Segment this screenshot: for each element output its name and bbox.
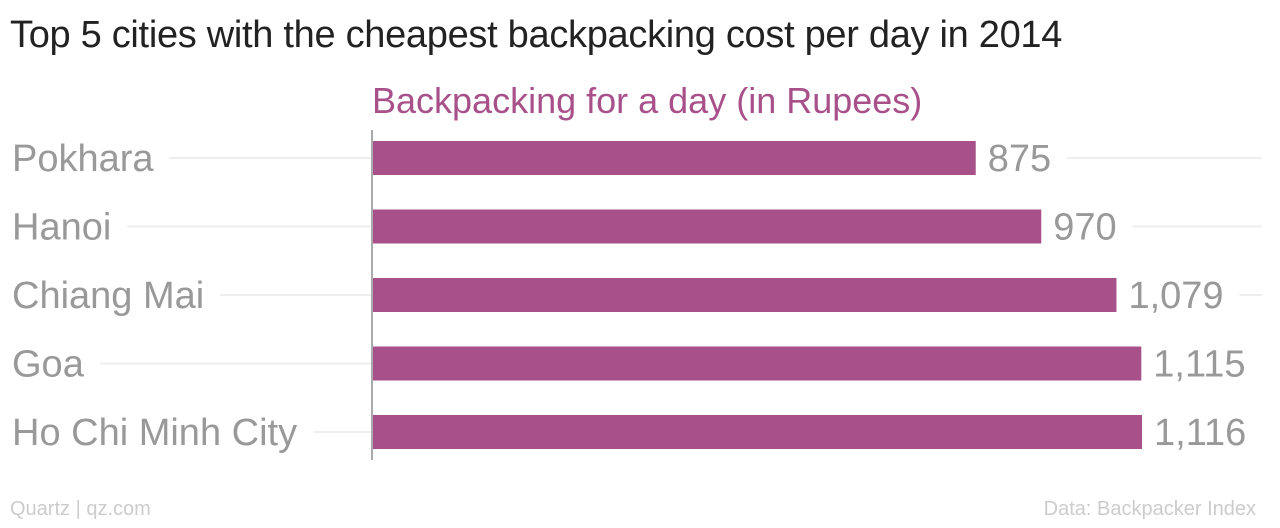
chart-title: Top 5 cities with the cheapest backpacki…	[10, 14, 1063, 56]
bar	[372, 209, 1042, 244]
source-brand: Quartz | qz.com	[10, 498, 151, 520]
category-label: Ho Chi Minh City	[12, 412, 297, 454]
category-label: Pokhara	[12, 138, 154, 180]
data-source: Data: Backpacker Index	[1043, 498, 1256, 520]
category-label: Hanoi	[12, 207, 111, 249]
bar	[372, 415, 1142, 449]
gridlines	[99, 157, 1262, 433]
series-title: Backpacking for a day (in Rupees)	[372, 80, 923, 121]
value-label: 1,079	[1128, 275, 1223, 317]
bar	[372, 278, 1117, 312]
category-label: Chiang Mai	[12, 275, 204, 317]
value-label: 1,115	[1153, 344, 1245, 386]
value-label: 970	[1053, 207, 1116, 249]
value-label: 1,116	[1154, 412, 1246, 454]
bar	[372, 346, 1142, 381]
bars	[372, 141, 1142, 449]
value-label: 875	[988, 138, 1051, 180]
labels: Pokhara 875 Hanoi 970 Chiang Mai 1,079 Goa 1,11…	[12, 138, 1246, 454]
category-label: Goa	[12, 344, 85, 386]
bar	[372, 141, 976, 175]
